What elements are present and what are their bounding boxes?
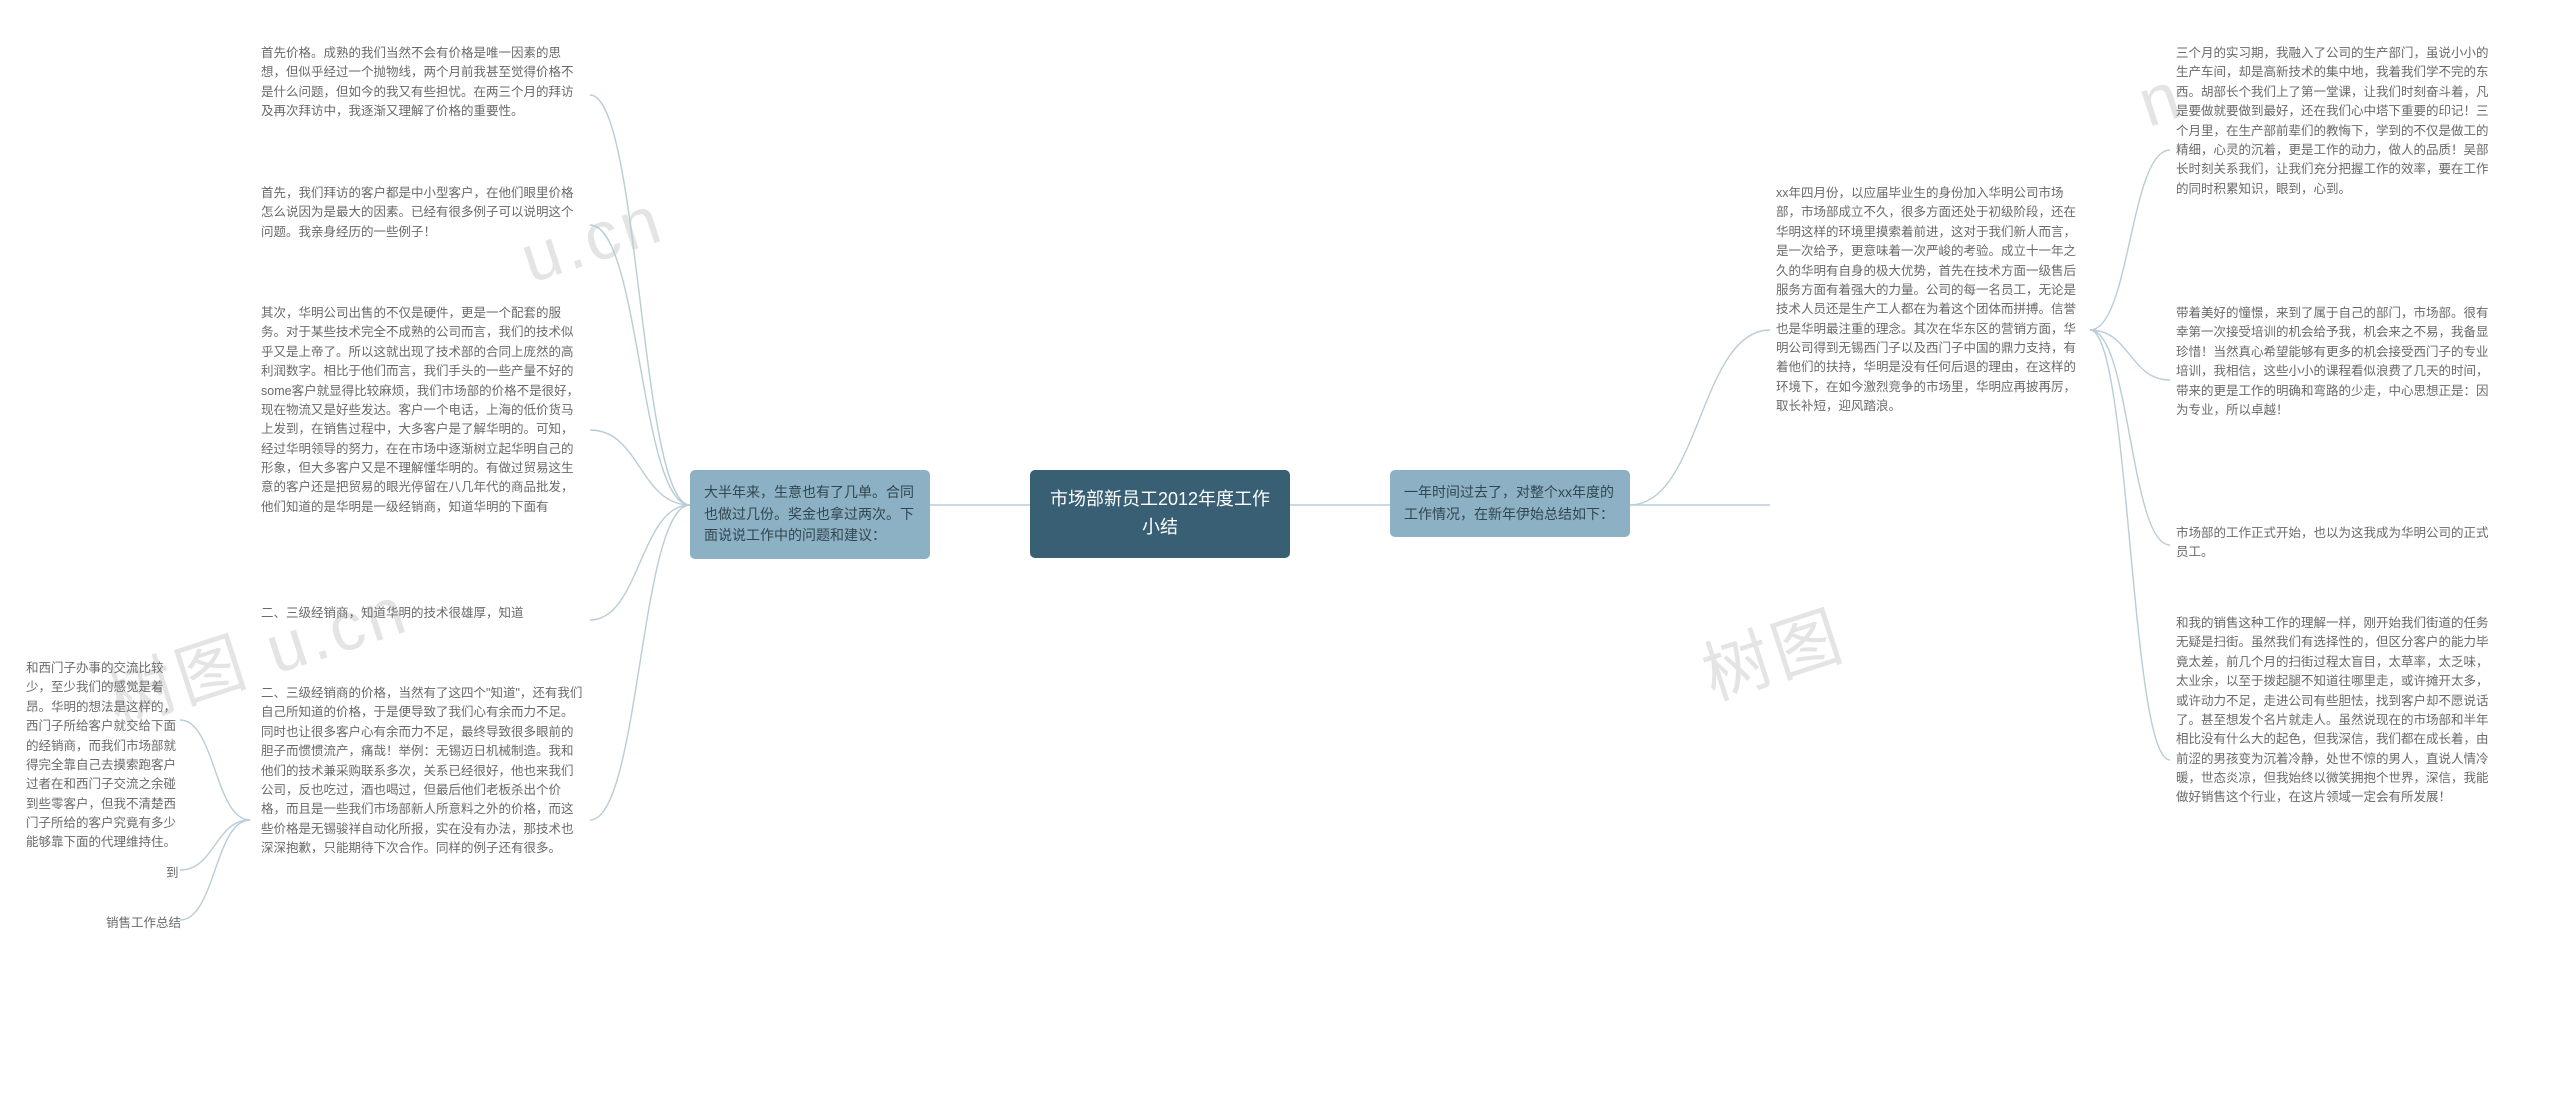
right-leaf-r2: 三个月的实习期，我融入了公司的生产部门，虽说小小的生产车间，却是高新技术的集中地…: [2170, 40, 2500, 203]
right-leaf-context: xx年四月份，以应届毕业生的身份加入华明公司市场部，市场部成立不久，很多方面还处…: [1770, 180, 2090, 421]
right-leaf-r5: 和我的销售这种工作的理解一样，刚开始我们街道的任务无疑是扫街。虽然我们有选择性的…: [2170, 610, 2500, 812]
left-leaf-l2: 首先，我们拜访的客户都是中小型客户，在他们眼里价格怎么说因为是最大的因素。已经有…: [255, 180, 590, 246]
left-leaf-l4: 二、三级经销商，知道华明的技术很雄厚，知道: [255, 600, 590, 627]
farleft-f2: 到: [160, 860, 200, 887]
left-leaf-l5: 二、三级经销商的价格，当然有了这四个"知道"，还有我们自己所知道的价格，于是便导…: [255, 680, 590, 862]
right-leaf-r3: 带着美好的憧憬，来到了属于自己的部门，市场部。很有幸第一次接受培训的机会给予我，…: [2170, 300, 2500, 424]
center-node[interactable]: 市场部新员工2012年度工作小结: [1030, 470, 1290, 558]
left-branch[interactable]: 大半年来，生意也有了几单。合同也做过几份。奖金也拿过两次。下面说说工作中的问题和…: [690, 470, 930, 559]
watermark: 树图: [1688, 580, 1856, 719]
right-branch[interactable]: 一年时间过去了，对整个xx年度的工作情况，在新年伊始总结如下：: [1390, 470, 1630, 537]
farleft-f1: 和西门子办事的交流比较少，至少我们的感觉是着昂。华明的想法是这样的，西门子所给客…: [20, 655, 185, 857]
left-leaf-l3: 其次，华明公司出售的不仅是硬件，更是一个配套的服务。对于某些技术完全不成熟的公司…: [255, 300, 590, 521]
farleft-f3: 销售工作总结: [100, 910, 200, 937]
right-leaf-r4: 市场部的工作正式开始，也以为这我成为华明公司的正式员工。: [2170, 520, 2500, 567]
left-leaf-l1: 首先价格。成熟的我们当然不会有价格是唯一因素的思想，但似乎经过一个抛物线，两个月…: [255, 40, 590, 126]
